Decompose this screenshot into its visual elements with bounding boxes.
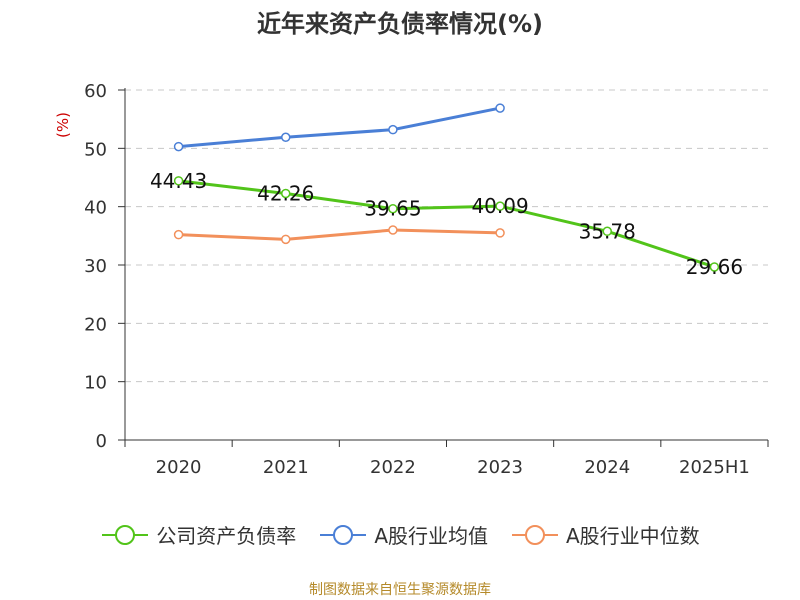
data-point	[281, 188, 291, 199]
x-tick-label: 2024	[584, 457, 630, 478]
chart-title: 近年来资产负债率情况(%)	[257, 10, 543, 38]
data-point	[495, 103, 505, 113]
x-tick-label: 2020	[156, 457, 202, 478]
data-point	[281, 132, 291, 142]
data-label: 44.43	[150, 169, 207, 193]
data-label: 39.65	[364, 197, 421, 221]
data-point	[388, 225, 398, 235]
legend-label: 公司资产负债率	[156, 524, 297, 548]
legend-label: A股行业中位数	[566, 524, 700, 548]
y-tick-label: 40	[84, 198, 107, 219]
data-point	[281, 234, 291, 245]
data-point	[709, 262, 720, 272]
x-tick-label: 2025H1	[679, 457, 750, 478]
data-point	[495, 228, 505, 238]
y-tick-label: 0	[96, 431, 107, 452]
y-tick-label: 30	[84, 256, 107, 277]
y-tick-label: 20	[84, 314, 107, 335]
legend-item[interactable]: A股行业中位数	[510, 520, 700, 549]
data-point	[173, 141, 184, 152]
axes: 0 10 20 30 40 50 60 2020 2021 2022 2023 2024 2025H1	[84, 81, 769, 478]
series-line	[178, 228, 501, 241]
data-point	[173, 176, 184, 186]
legend-marker-icon	[102, 524, 149, 545]
legend-label: A股行业均值	[374, 524, 488, 548]
source-note: 制图数据来自恒生聚源数据库	[309, 582, 491, 598]
data-point	[602, 226, 612, 237]
data-point	[388, 124, 398, 135]
x-tick-label: 2021	[263, 457, 309, 478]
legend-marker-icon	[320, 524, 367, 545]
legend-item[interactable]: 公司资产负债率	[100, 520, 296, 549]
series-line	[178, 179, 715, 269]
y-tick-label: 60	[84, 81, 107, 102]
x-tick-label: 2023	[477, 457, 523, 478]
y-tick-label: 10	[84, 373, 107, 394]
data-point	[388, 203, 398, 214]
series-group	[173, 103, 720, 272]
data-point	[495, 201, 505, 211]
series-line	[178, 106, 501, 149]
data-label: 42.26	[257, 181, 314, 205]
legend-marker-icon	[512, 524, 558, 545]
legend-item[interactable]: A股行业均值	[318, 520, 488, 549]
x-tick-label: 2022	[370, 457, 416, 478]
data-label: 35.78	[579, 219, 636, 243]
legend: 公司资产负债率 A股行业均值 A股行业中位数	[0, 520, 800, 549]
y-tick-label: 50	[84, 139, 107, 160]
data-point	[173, 229, 184, 240]
data-labels: 44.43 42.26 39.65 40.09 35.78 29.66	[150, 169, 743, 279]
data-label: 29.66	[686, 255, 743, 279]
y-axis-label: (%)	[54, 112, 72, 138]
data-label: 40.09	[471, 194, 528, 218]
